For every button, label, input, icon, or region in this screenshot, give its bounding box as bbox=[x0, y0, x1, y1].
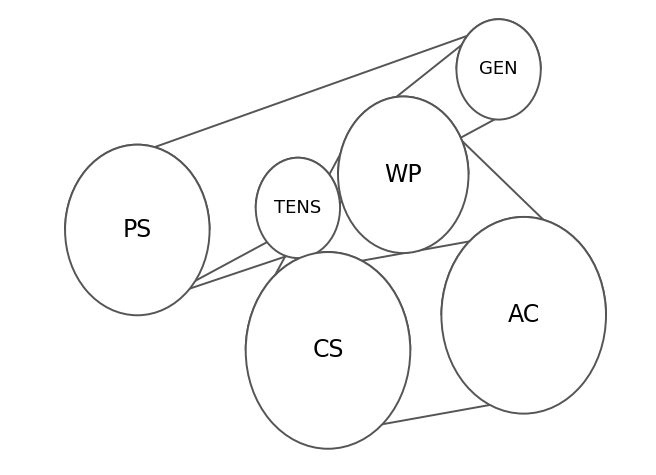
Text: GEN: GEN bbox=[480, 60, 518, 78]
Ellipse shape bbox=[338, 96, 468, 253]
Ellipse shape bbox=[65, 145, 209, 315]
Ellipse shape bbox=[441, 217, 606, 414]
Text: AC: AC bbox=[508, 303, 540, 327]
Text: CS: CS bbox=[312, 338, 344, 362]
Text: WP: WP bbox=[384, 163, 422, 187]
Ellipse shape bbox=[246, 252, 410, 449]
Text: PS: PS bbox=[123, 218, 152, 242]
Ellipse shape bbox=[256, 158, 340, 258]
Ellipse shape bbox=[457, 19, 541, 120]
Text: TENS: TENS bbox=[274, 199, 321, 217]
